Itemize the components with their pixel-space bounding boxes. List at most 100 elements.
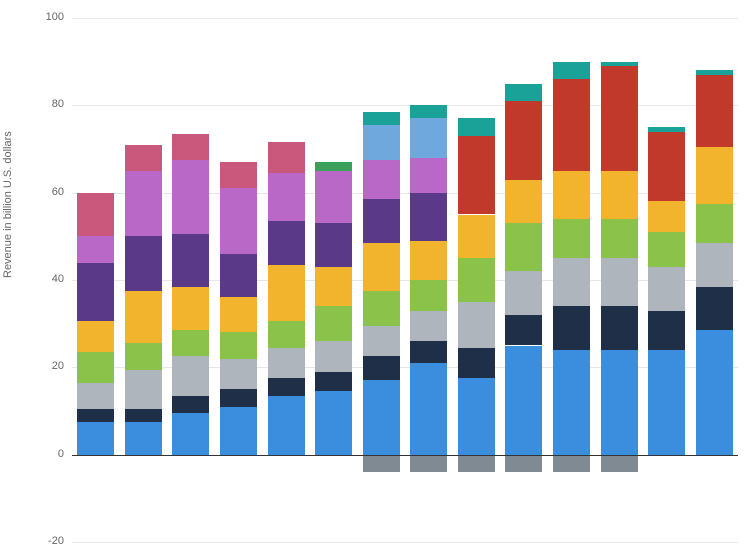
bar <box>220 18 257 542</box>
bar-segment <box>268 378 305 395</box>
bar-segment <box>125 171 162 237</box>
bar-segment <box>696 70 733 74</box>
bar-segment <box>315 171 352 223</box>
y-tick-label: 0 <box>32 448 64 460</box>
bar-segment <box>125 291 162 343</box>
bar-segment <box>458 118 495 135</box>
bar-segment <box>553 258 590 306</box>
bar-segment-neg <box>505 455 542 472</box>
bar-segment <box>77 193 114 237</box>
bar-segment <box>125 370 162 409</box>
bar-segment <box>505 180 542 224</box>
y-tick-label: 100 <box>32 11 64 23</box>
bar-segment <box>553 62 590 79</box>
bar-segment <box>505 346 542 455</box>
bar <box>363 18 400 542</box>
bar-segment <box>410 311 447 342</box>
bar-segment <box>363 199 400 243</box>
bar-segment <box>363 291 400 326</box>
bar <box>601 18 638 542</box>
bar-segment <box>553 306 590 350</box>
bar-segment <box>315 162 352 171</box>
plot-area <box>72 18 738 542</box>
bar-segment <box>125 236 162 291</box>
bar <box>268 18 305 542</box>
bar-segment <box>268 142 305 173</box>
bar <box>648 18 685 542</box>
zero-line <box>72 455 738 457</box>
bar <box>77 18 114 542</box>
bar-segment <box>125 422 162 455</box>
bar-segment <box>410 158 447 193</box>
bar <box>125 18 162 542</box>
bar-segment <box>601 258 638 306</box>
bar-segment <box>410 118 447 157</box>
gridline <box>72 542 738 543</box>
bar-segment <box>505 271 542 315</box>
chart-container: Revenue in billion U.S. dollars -2002040… <box>0 0 754 560</box>
bar-segment <box>363 356 400 380</box>
bar-segment <box>601 306 638 350</box>
bar-segment <box>315 391 352 454</box>
bar <box>315 18 352 542</box>
bar-segment <box>268 265 305 322</box>
bar-segment <box>363 380 400 454</box>
bar-segment <box>648 232 685 267</box>
bar-segment <box>315 306 352 341</box>
bar-segment-neg <box>363 455 400 472</box>
bar-segment <box>601 350 638 455</box>
bar-segment <box>553 171 590 219</box>
bar-segment <box>125 145 162 171</box>
bar-segment <box>220 254 257 298</box>
bar-segment <box>505 223 542 271</box>
bar-segment <box>363 326 400 357</box>
y-tick-label: -20 <box>32 535 64 547</box>
bar-segment <box>601 171 638 219</box>
bar-segment <box>220 407 257 455</box>
bar <box>696 18 733 542</box>
bar-segment <box>268 173 305 221</box>
bar-segment <box>505 315 542 346</box>
bar-segment <box>648 267 685 311</box>
bar-segment <box>315 267 352 306</box>
bar-segment <box>458 348 495 379</box>
bar-segment-neg <box>410 455 447 472</box>
bar-segment <box>77 352 114 383</box>
bar-segment <box>553 79 590 171</box>
bar-segment <box>648 132 685 202</box>
bar-segment <box>220 359 257 390</box>
bar-segment <box>268 221 305 265</box>
bar-segment <box>77 422 114 455</box>
bar-segment <box>601 219 638 258</box>
bar-segment <box>410 105 447 118</box>
bar <box>553 18 590 542</box>
bar-segment <box>172 160 209 234</box>
bar-segment <box>648 350 685 455</box>
bar-segment <box>315 223 352 267</box>
bar-segment <box>220 297 257 332</box>
bar-segment <box>648 127 685 131</box>
bar-segment <box>696 204 733 243</box>
bar-segment <box>458 215 495 259</box>
bar-segment <box>77 263 114 322</box>
bar-segment <box>410 341 447 363</box>
bar-segment <box>696 243 733 287</box>
bar-segment <box>553 350 590 455</box>
bar <box>172 18 209 542</box>
bar-segment <box>125 409 162 422</box>
bar-segment-neg <box>601 455 638 472</box>
bar-segment <box>363 125 400 160</box>
y-tick-label: 80 <box>32 98 64 110</box>
bar-segment <box>77 236 114 262</box>
bar-segment <box>77 321 114 352</box>
bar-segment <box>696 75 733 147</box>
bar-segment <box>363 160 400 199</box>
bar-segment <box>410 280 447 311</box>
bar-segment <box>172 234 209 286</box>
bar-segment <box>410 193 447 241</box>
bar <box>410 18 447 542</box>
bar-segment <box>410 241 447 280</box>
bar-segment <box>172 356 209 395</box>
bar-segment-neg <box>553 455 590 472</box>
bar-segment <box>410 363 447 455</box>
